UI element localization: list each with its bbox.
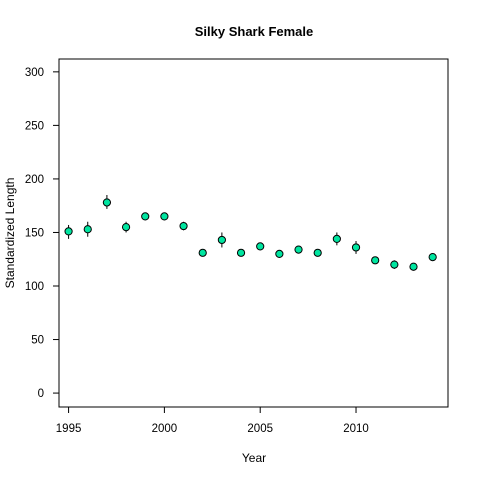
- x-tick-label: 1995: [56, 423, 82, 435]
- x-axis: 1995 2000 2005 2010: [56, 406, 369, 435]
- data-point: [256, 242, 265, 251]
- data-point: [275, 249, 284, 258]
- data-point: [179, 221, 188, 231]
- plot-frame: [58, 58, 449, 408]
- data-point: [102, 198, 112, 207]
- chart-title: Silky Shark Female: [195, 24, 314, 39]
- y-tick-label: 50: [31, 335, 44, 347]
- data-points: [64, 198, 437, 271]
- y-tick-label: 300: [25, 67, 44, 79]
- data-point: [236, 248, 246, 257]
- data-point: [217, 235, 226, 245]
- data-point: [428, 252, 437, 262]
- y-tick-label: 250: [25, 120, 44, 132]
- data-point: [64, 227, 73, 236]
- data-point: [390, 260, 399, 269]
- data-point: [294, 245, 303, 254]
- data-point: [121, 223, 131, 232]
- x-tick-label: 2000: [152, 423, 178, 435]
- data-point: [313, 248, 322, 257]
- x-axis-label: Year: [242, 451, 266, 465]
- data-point: [371, 256, 380, 265]
- data-point: [160, 212, 169, 221]
- y-axis-label: Standardized Length: [3, 178, 17, 289]
- data-point: [409, 262, 418, 271]
- x-tick-label: 2005: [247, 423, 273, 435]
- y-tick-label: 100: [25, 281, 44, 293]
- data-point: [198, 248, 207, 257]
- y-tick-label: 150: [25, 227, 44, 239]
- data-point: [83, 225, 92, 234]
- y-tick-label: 200: [25, 174, 44, 186]
- data-point: [141, 212, 150, 221]
- data-point: [351, 243, 361, 252]
- y-axis: 0 50 100 150 200 250 300: [25, 67, 60, 400]
- x-tick-label: 2010: [343, 423, 369, 435]
- y-tick-label: 0: [38, 388, 44, 400]
- data-point: [332, 234, 341, 243]
